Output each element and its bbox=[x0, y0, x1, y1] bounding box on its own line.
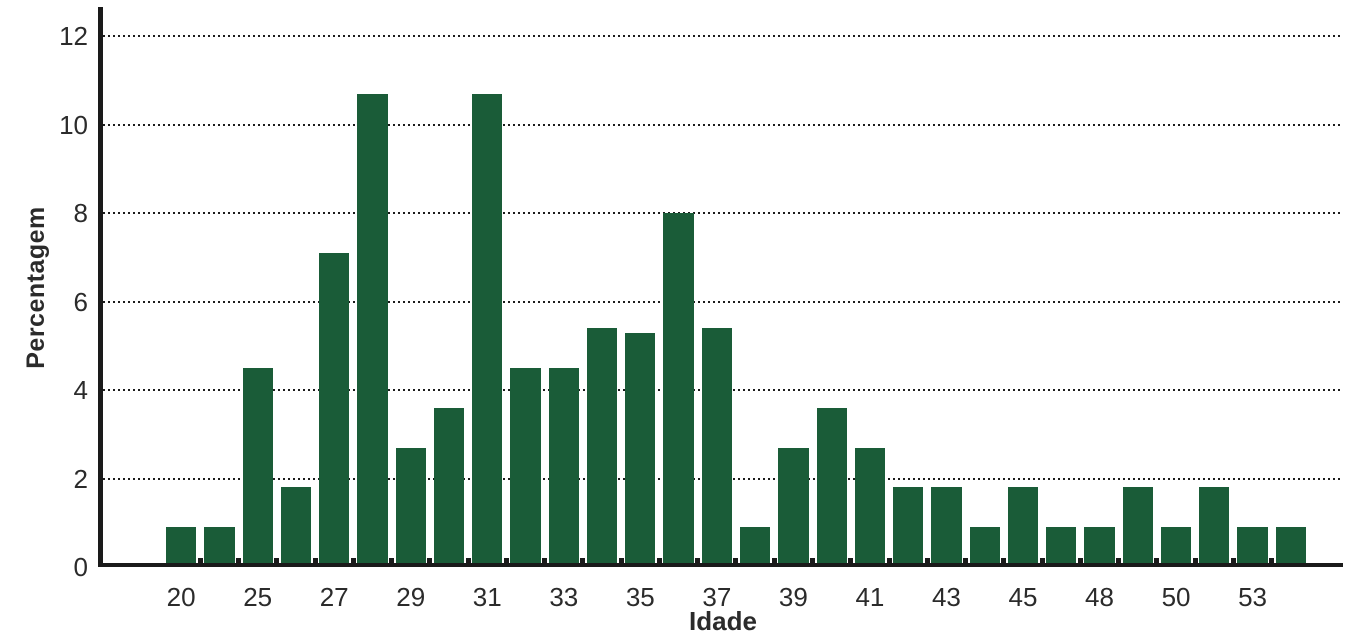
bar: 41 bbox=[854, 447, 892, 610]
gridline-y6 bbox=[103, 300, 1342, 303]
x-tick-label: 37 bbox=[702, 582, 732, 612]
bar bbox=[1275, 527, 1306, 567]
bar: 33 bbox=[548, 367, 586, 610]
bars-container: 20 25 27 29 31 33 35 37 39 41 43 45 48 50 53 bbox=[103, 22, 1343, 610]
x-tick-label: 41 bbox=[855, 582, 885, 612]
bar bbox=[1199, 487, 1237, 567]
bar bbox=[510, 367, 548, 568]
y-tick-label: 2 bbox=[73, 463, 88, 494]
x-tick-label: 33 bbox=[549, 582, 579, 612]
x-tick-label: 35 bbox=[625, 582, 655, 612]
y-tick-label: 6 bbox=[73, 286, 88, 317]
bar: 39 bbox=[778, 447, 816, 610]
bar: 31 bbox=[472, 93, 510, 610]
x-tick-label: 53 bbox=[1238, 582, 1268, 612]
x-axis-title: Idade bbox=[689, 606, 757, 636]
bar: 29 bbox=[395, 447, 433, 610]
y-tick-label: 4 bbox=[73, 375, 88, 405]
x-tick-label: 45 bbox=[1008, 582, 1038, 612]
bar bbox=[204, 527, 242, 567]
x-tick-label: 39 bbox=[778, 582, 808, 612]
bar: 20 bbox=[166, 527, 204, 610]
bar: 27 bbox=[319, 252, 357, 610]
x-tick-label: 48 bbox=[1085, 582, 1114, 612]
bar: 25 bbox=[242, 367, 280, 610]
y-tick-label: 8 bbox=[73, 198, 88, 228]
y-tick-label: 12 bbox=[59, 21, 88, 51]
x-tick-label: 50 bbox=[1161, 582, 1191, 612]
gridline-y12 bbox=[103, 35, 1342, 37]
x-tick-label: 29 bbox=[396, 582, 426, 612]
bar bbox=[280, 487, 318, 567]
bar bbox=[586, 328, 625, 567]
x-tick-label: 27 bbox=[319, 582, 349, 612]
x-tick-label: 43 bbox=[931, 582, 961, 612]
bar: 43 bbox=[931, 487, 969, 610]
bar: 37 bbox=[701, 328, 739, 610]
y-axis-line bbox=[98, 7, 103, 567]
bar bbox=[1122, 487, 1160, 567]
bar bbox=[433, 407, 471, 568]
gridline-y8 bbox=[103, 212, 1342, 214]
bar: 35 bbox=[625, 332, 663, 610]
bar: 50 bbox=[1160, 527, 1198, 610]
bar bbox=[739, 527, 778, 567]
bar: 45 bbox=[1007, 487, 1045, 610]
bar: 53 bbox=[1237, 527, 1275, 610]
bar bbox=[1046, 527, 1084, 567]
y-tick-label: 10 bbox=[59, 109, 88, 140]
y-tick-label: 0 bbox=[73, 552, 88, 582]
gridline-y10 bbox=[103, 123, 1342, 126]
bar bbox=[893, 487, 931, 567]
x-tick-label: 25 bbox=[243, 582, 273, 612]
bar bbox=[663, 213, 701, 567]
bar bbox=[969, 527, 1007, 567]
bar bbox=[816, 407, 854, 568]
x-tick-label: 31 bbox=[472, 582, 502, 612]
bar bbox=[357, 93, 395, 567]
bar: 48 bbox=[1084, 527, 1122, 610]
x-tick-label: 20 bbox=[166, 582, 196, 612]
x-axis-line bbox=[98, 563, 1343, 567]
